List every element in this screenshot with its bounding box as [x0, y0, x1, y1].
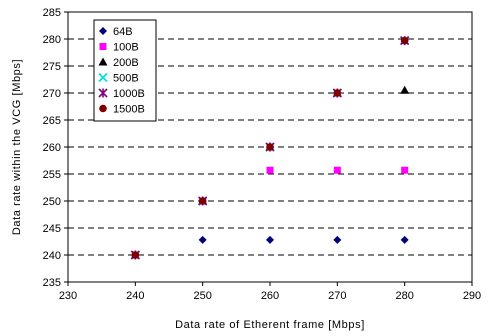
- x-axis-label: Data rate of Etherent frame [Mbps]: [175, 319, 365, 331]
- data-point: [266, 143, 274, 151]
- legend-label: 64B: [113, 26, 133, 38]
- data-point: [266, 235, 274, 244]
- data-point: [266, 166, 274, 174]
- y-tick-label: 265: [43, 115, 61, 127]
- legend-box: [93, 19, 157, 122]
- axis-ticks: 235 240 245 250 255 260 265 270 275 280 285 230 240 2…: [43, 7, 482, 302]
- data-point: [131, 251, 140, 259]
- legend-marker: [98, 72, 108, 83]
- data-point: [400, 36, 409, 45]
- legend-label: 500B: [113, 73, 139, 85]
- y-tick-label: 240: [43, 250, 61, 262]
- y-tick-label: 255: [43, 169, 61, 181]
- data-point: [400, 85, 410, 94]
- data-points: [130, 35, 410, 260]
- legend-label: 1000B: [113, 88, 145, 100]
- data-point: [401, 166, 409, 174]
- series-1500b: [131, 36, 409, 259]
- series-64b: [131, 235, 409, 259]
- legend-label: 1500B: [113, 104, 145, 116]
- legend-label: 100B: [113, 42, 139, 54]
- x-tick-label: 290: [463, 290, 481, 302]
- legend-marker: [98, 57, 108, 66]
- y-tick-label: 260: [43, 142, 61, 154]
- legend: 64B 100B 200B 500B 1000B 1500B: [93, 19, 157, 122]
- legend-marker: [98, 88, 108, 98]
- x-tick-label: 260: [261, 290, 279, 302]
- data-point: [198, 235, 207, 244]
- series-100b: [131, 166, 409, 259]
- data-point: [333, 166, 341, 174]
- x-tick-label: 250: [193, 290, 211, 302]
- legend-marker: [99, 43, 107, 50]
- x-tick-label: 280: [395, 290, 413, 302]
- y-tick-label: 285: [43, 7, 61, 19]
- y-tick-label: 245: [43, 223, 61, 235]
- legend-marker: [99, 104, 107, 113]
- y-tick-label: 235: [43, 277, 61, 289]
- data-point: [333, 235, 342, 244]
- y-tick-label: 250: [43, 196, 61, 208]
- x-tick-label: 270: [328, 290, 346, 302]
- data-point: [198, 197, 207, 205]
- x-tick-label: 240: [126, 290, 144, 302]
- y-axis-label: Data rate within the VCG [Mbps]: [11, 59, 23, 235]
- y-tick-label: 270: [43, 88, 61, 100]
- legend-marker: [99, 27, 107, 35]
- data-point: [400, 235, 409, 244]
- y-tick-label: 275: [43, 61, 61, 73]
- y-tick-label: 280: [43, 34, 61, 46]
- legend-label: 200B: [113, 57, 139, 69]
- data-point: [333, 89, 342, 97]
- x-tick-label: 230: [59, 290, 77, 302]
